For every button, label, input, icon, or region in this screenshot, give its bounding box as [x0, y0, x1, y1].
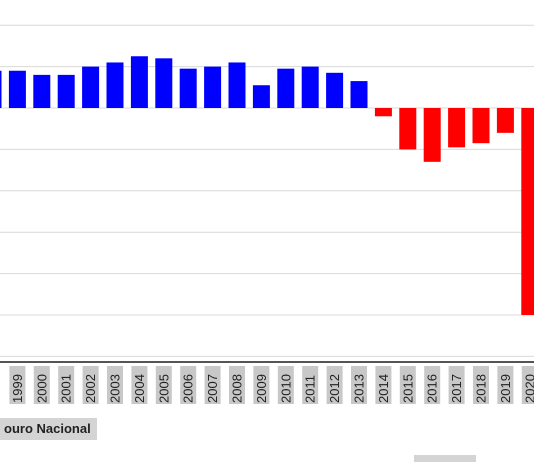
tick-label-2011: 2011 — [303, 375, 318, 403]
tick-box-2008 — [229, 366, 245, 404]
bar-2001 — [57, 74, 75, 108]
tick-label-2002: 2002 — [83, 374, 98, 403]
tick-label-2020: 2020 — [522, 374, 534, 403]
tick-label-2005: 2005 — [156, 374, 171, 403]
tick-box-2017 — [448, 366, 465, 404]
tick-box-2013 — [351, 366, 367, 404]
bar-2007 — [204, 66, 222, 108]
tick-label-2007: 2007 — [205, 374, 220, 403]
tick-box-1999 — [9, 366, 26, 404]
x-tick-labels: 1999 2000 2001 2002 2003 2004 2005 2006 2007 2008… — [9, 366, 534, 404]
tick-label-2013: 2013 — [352, 374, 367, 403]
bar-2002 — [82, 66, 100, 108]
tick-label-2016: 2016 — [425, 374, 440, 403]
bar-2010 — [277, 68, 295, 108]
tick-label-2012: 2012 — [327, 374, 342, 403]
tick-box-2005 — [155, 366, 172, 404]
tick-box-2011 — [302, 366, 319, 404]
source-label: ouro Nacional — [0, 418, 97, 440]
tick-label-2001: 2001 — [59, 374, 74, 403]
bar-2011 — [301, 66, 319, 108]
bar-2016 — [423, 108, 441, 162]
bar-2014 — [374, 108, 392, 117]
tick-box-2019 — [497, 366, 514, 404]
gridlines — [0, 24, 534, 357]
tick-box-2012 — [326, 366, 343, 404]
bar-2015 — [399, 108, 417, 150]
bar-2009 — [252, 85, 270, 108]
tick-box-2015 — [399, 366, 416, 404]
tick-box-2018 — [473, 366, 489, 404]
tick-box-2001 — [58, 366, 75, 404]
tick-label-2009: 2009 — [254, 374, 269, 403]
bar-2003 — [106, 62, 124, 108]
tick-box-2014 — [375, 366, 392, 404]
bar-2006 — [179, 68, 197, 108]
bar-2000 — [33, 74, 51, 108]
tick-label-1999: 1999 — [10, 374, 25, 403]
bar-1999 — [8, 70, 26, 108]
tick-box-2007 — [204, 366, 221, 404]
tick-label-2004: 2004 — [132, 374, 147, 403]
tick-label-2010: 2010 — [278, 374, 293, 403]
bar-2018 — [472, 108, 490, 144]
tick-label-2006: 2006 — [181, 374, 196, 403]
tick-label-2015: 2015 — [400, 374, 415, 403]
tick-box-2003 — [107, 366, 123, 404]
bar-2012 — [326, 72, 344, 108]
tick-box-2002 — [82, 366, 99, 404]
tick-box-2006 — [180, 366, 197, 404]
bar-2005 — [155, 58, 173, 108]
tick-box-2000 — [33, 366, 50, 404]
bar-1998 — [0, 70, 2, 108]
tick-box-2010 — [277, 366, 294, 404]
tick-box-2020 — [521, 366, 534, 404]
tick-box-2016 — [424, 366, 441, 404]
tick-label-2018: 2018 — [474, 374, 489, 403]
bar-2013 — [350, 81, 368, 108]
tick-label-2000: 2000 — [34, 374, 49, 403]
bar-2019 — [496, 108, 514, 133]
tick-label-2008: 2008 — [230, 374, 245, 403]
bar-2017 — [448, 108, 466, 148]
bar-2004 — [130, 56, 148, 108]
footer-gray-block — [414, 455, 476, 462]
bar-2008 — [228, 62, 246, 108]
tick-box-2004 — [131, 366, 148, 404]
tick-label-2014: 2014 — [376, 374, 391, 403]
tick-box-2009 — [253, 366, 270, 404]
bar-series — [0, 56, 534, 315]
tick-label-2019: 2019 — [498, 374, 513, 403]
tick-label-2017: 2017 — [449, 374, 464, 403]
bar-2020 — [521, 108, 534, 315]
tick-label-2003: 2003 — [108, 374, 123, 403]
